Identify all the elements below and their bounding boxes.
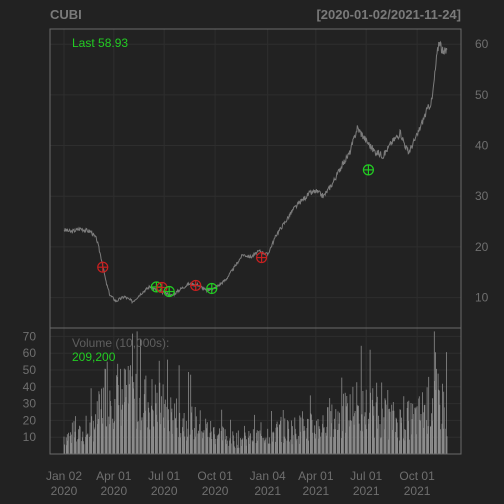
price-tick-label: 40	[475, 139, 489, 153]
x-tick-label: Oct 01	[399, 469, 435, 483]
volume-tick-label: 60	[23, 346, 37, 360]
chart-symbol: CUBI	[50, 7, 82, 22]
price-tick-label: 20	[475, 240, 489, 254]
x-tick-label: Jan 04	[250, 469, 286, 483]
price-tick-label: 30	[475, 189, 489, 203]
x-tick-label: Jan 02	[46, 469, 82, 483]
x-tick-year-label: 2020	[100, 484, 127, 498]
x-tick-label: Jul 01	[148, 469, 180, 483]
x-tick-label: Apr 01	[96, 469, 132, 483]
sell-signal-marker	[255, 251, 268, 264]
buy-signal-marker	[206, 282, 218, 295]
sell-signal-marker	[190, 279, 202, 292]
x-tick-year-label: 2021	[353, 484, 380, 498]
volume-label: Volume (10,000s):	[72, 336, 169, 350]
x-tick-year-label: 2020	[51, 484, 78, 498]
last-price-label: Last 58.93	[72, 36, 128, 50]
volume-last-value: 209,200	[72, 350, 116, 364]
volume-panel: 10 20 30 40 50 60 70	[23, 327, 462, 455]
volume-tick-label: 10	[23, 430, 37, 444]
x-tick-label: Apr 01	[298, 469, 334, 483]
x-tick-label: Jul 01	[350, 469, 382, 483]
price-panel-border	[49, 28, 462, 329]
x-tick-year-label: 2020	[202, 484, 229, 498]
price-tick-label: 50	[475, 88, 489, 102]
volume-tick-label: 50	[23, 363, 37, 377]
x-tick-year-label: 2020	[151, 484, 178, 498]
chart-date-range: [2020-01-02/2021-11-24]	[316, 7, 461, 22]
buy-signal-marker	[163, 285, 175, 298]
buy-signal-marker	[362, 164, 375, 176]
volume-tick-label: 70	[23, 329, 37, 343]
x-tick-year-label: 2021	[302, 484, 329, 498]
price-tick-label: 10	[475, 291, 489, 305]
x-tick-year-label: 2021	[254, 484, 281, 498]
x-tick-label: Oct 01	[197, 469, 233, 483]
volume-tick-label: 30	[23, 397, 37, 411]
x-tick-year-label: 2021	[404, 484, 431, 498]
sell-signal-marker	[97, 261, 109, 273]
price-panel: 10 20 30 40 50 60	[49, 28, 489, 454]
price-tick-label: 60	[475, 37, 489, 51]
volume-panel-border	[49, 327, 462, 455]
price-line	[63, 40, 448, 305]
volume-tick-label: 20	[23, 413, 37, 427]
volume-tick-label: 40	[23, 380, 37, 394]
